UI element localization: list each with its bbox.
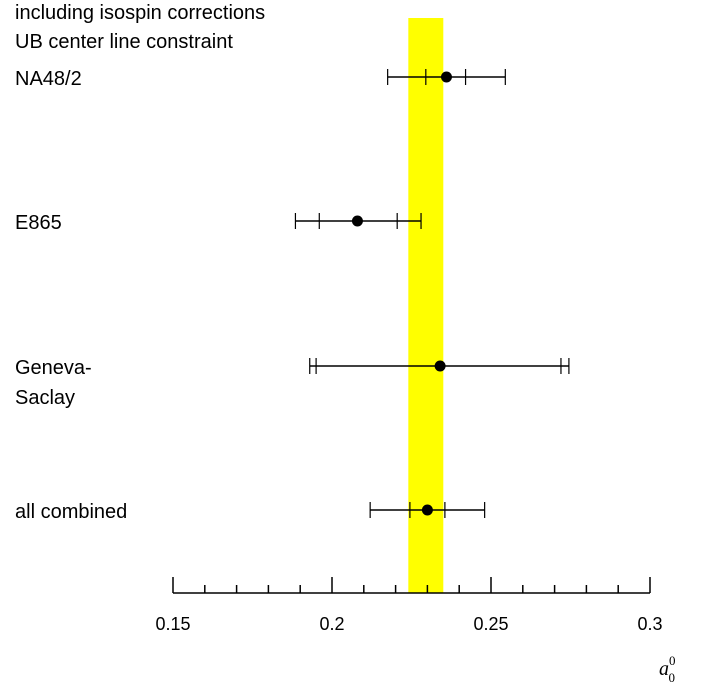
reference-band <box>408 18 444 593</box>
data-point <box>351 215 363 227</box>
category-label: NA48/2 <box>15 68 82 90</box>
x-axis: 0.15 0.2 0.25 0.3 <box>155 577 663 634</box>
category-label: Geneva- <box>15 357 92 379</box>
data-point <box>440 71 452 83</box>
x-axis-label-text: a0 0 <box>659 653 676 685</box>
data-marks <box>294 69 570 518</box>
x-tick-label: 0.15 <box>155 614 190 634</box>
data-point-group <box>369 502 486 518</box>
chart-title: including isospin corrections UB center l… <box>15 2 265 53</box>
title-line: including isospin corrections <box>15 2 265 24</box>
category-label: all combined <box>15 501 127 523</box>
category-label: E865 <box>15 212 62 234</box>
x-axis-label: a0 0 <box>659 653 676 685</box>
data-point-group <box>387 69 506 85</box>
title-line: UB center line constraint <box>15 31 233 53</box>
x-tick-label: 0.3 <box>637 614 662 634</box>
category-label: Saclay <box>15 387 75 409</box>
data-point-group <box>294 213 422 229</box>
data-point <box>434 360 446 372</box>
data-point <box>421 504 433 516</box>
x-tick-label: 0.2 <box>319 614 344 634</box>
category-labels: NA48/2 E865 Geneva- Saclay all combined <box>15 68 127 523</box>
x-tick-label: 0.25 <box>473 614 508 634</box>
data-point-group <box>309 358 570 374</box>
